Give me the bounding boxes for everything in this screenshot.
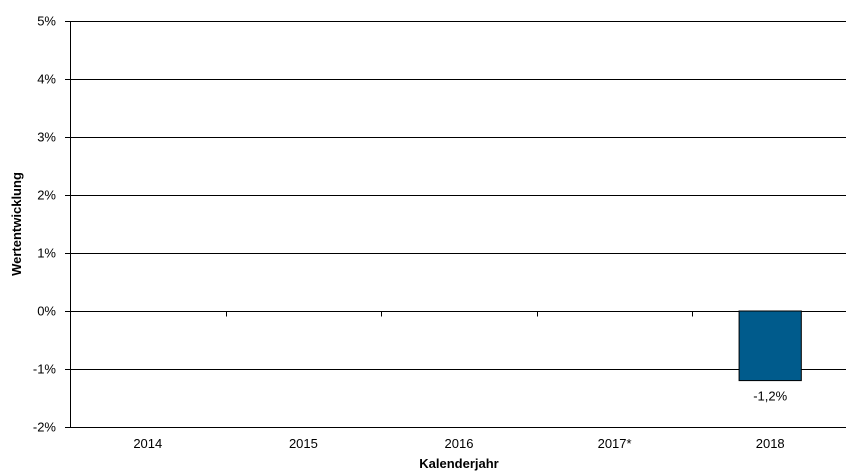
x-tick-label: 2017* [598, 436, 632, 451]
y-tick-label: 2% [37, 188, 56, 203]
data-label-2018: -1,2% [753, 389, 787, 404]
y-tick-label: -2% [33, 420, 57, 435]
y-axis-title: Wertentwicklung [9, 172, 24, 276]
x-tick-labels: 2014 2015 2016 2017* 2018 [133, 436, 784, 451]
y-tick-label: 1% [37, 246, 56, 261]
y-tick-label: 3% [37, 130, 56, 145]
x-axis-title: Kalenderjahr [419, 456, 498, 471]
x-tick-label: 2016 [445, 436, 474, 451]
data-labels: -1,2% [753, 389, 787, 404]
gridlines [65, 21, 846, 428]
bars [738, 310, 802, 382]
y-tick-label: 0% [37, 304, 56, 319]
x-tick-label: 2015 [289, 436, 318, 451]
y-tick-labels: -2% -1% 0% 1% 2% 3% 4% 5% [33, 14, 57, 435]
x-tick-label: 2014 [133, 436, 162, 451]
x-tick-label: 2018 [756, 436, 785, 451]
y-tick-label: 4% [37, 72, 56, 87]
bar-2018 [738, 310, 802, 382]
y-tick-label: 5% [37, 14, 56, 29]
y-tick-label: -1% [33, 362, 57, 377]
